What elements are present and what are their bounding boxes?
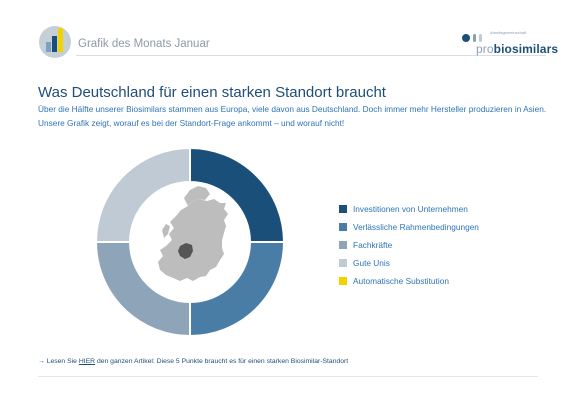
europe-landmass	[158, 199, 228, 281]
brand-dots-icon	[462, 34, 482, 42]
uk-shape	[162, 224, 170, 238]
header-divider	[76, 55, 546, 56]
footer-article-link: → Lesen Sie HIER den ganzen Artikel: Die…	[38, 358, 348, 365]
legend-item: Gute Unis	[339, 254, 479, 272]
arrow-right-icon: →	[38, 358, 45, 365]
header: Grafik des Monats Januar Arbeitsgemeinsc…	[0, 0, 586, 70]
scandinavia-shape	[184, 186, 210, 206]
donut-slice-4	[94, 146, 191, 243]
legend-label: Fachkräfte	[353, 240, 393, 250]
chart-legend: Investitionen von Unternehmen Verlässlic…	[339, 200, 479, 290]
brand-name: probiosimilars	[476, 42, 558, 56]
legend-swatch	[339, 223, 347, 231]
legend-label: Gute Unis	[353, 258, 390, 268]
legend-item: Investitionen von Unternehmen	[339, 200, 479, 218]
europe-map-icon	[158, 186, 228, 281]
footer-post-text: den ganzen Artikel: Diese 5 Punkte brauc…	[96, 358, 349, 365]
legend-label: Automatische Substitution	[353, 276, 449, 286]
brand-tagline: Arbeitsgemeinschaft	[490, 30, 527, 35]
legend-swatch	[339, 205, 347, 213]
header-title: Grafik des Monats Januar	[78, 38, 210, 50]
legend-swatch	[339, 277, 347, 285]
legend-item: Verlässliche Rahmenbedingungen	[339, 218, 479, 236]
footer-divider	[38, 376, 538, 377]
brand-pro: pro	[476, 42, 494, 56]
legend-label: Investitionen von Unternehmen	[353, 204, 468, 214]
donut-slices	[94, 146, 286, 338]
legend-swatch	[339, 259, 347, 267]
chart-logo-icon	[39, 26, 71, 58]
germany-highlight	[178, 243, 193, 259]
brand-bio: biosimilars	[493, 42, 559, 56]
footer-pre-text: Lesen Sie	[46, 358, 77, 365]
legend-item: Automatische Substitution	[339, 272, 479, 290]
legend-item: Fachkräfte	[339, 236, 479, 254]
headline: Was Deutschland für einen starken Stando…	[38, 84, 386, 101]
intro-text: Über die Hälfte unserer Biosimilars stam…	[38, 104, 547, 128]
legend-swatch	[339, 241, 347, 249]
article-link[interactable]: HIER	[78, 358, 96, 365]
legend-label: Verlässliche Rahmenbedingungen	[353, 222, 479, 232]
